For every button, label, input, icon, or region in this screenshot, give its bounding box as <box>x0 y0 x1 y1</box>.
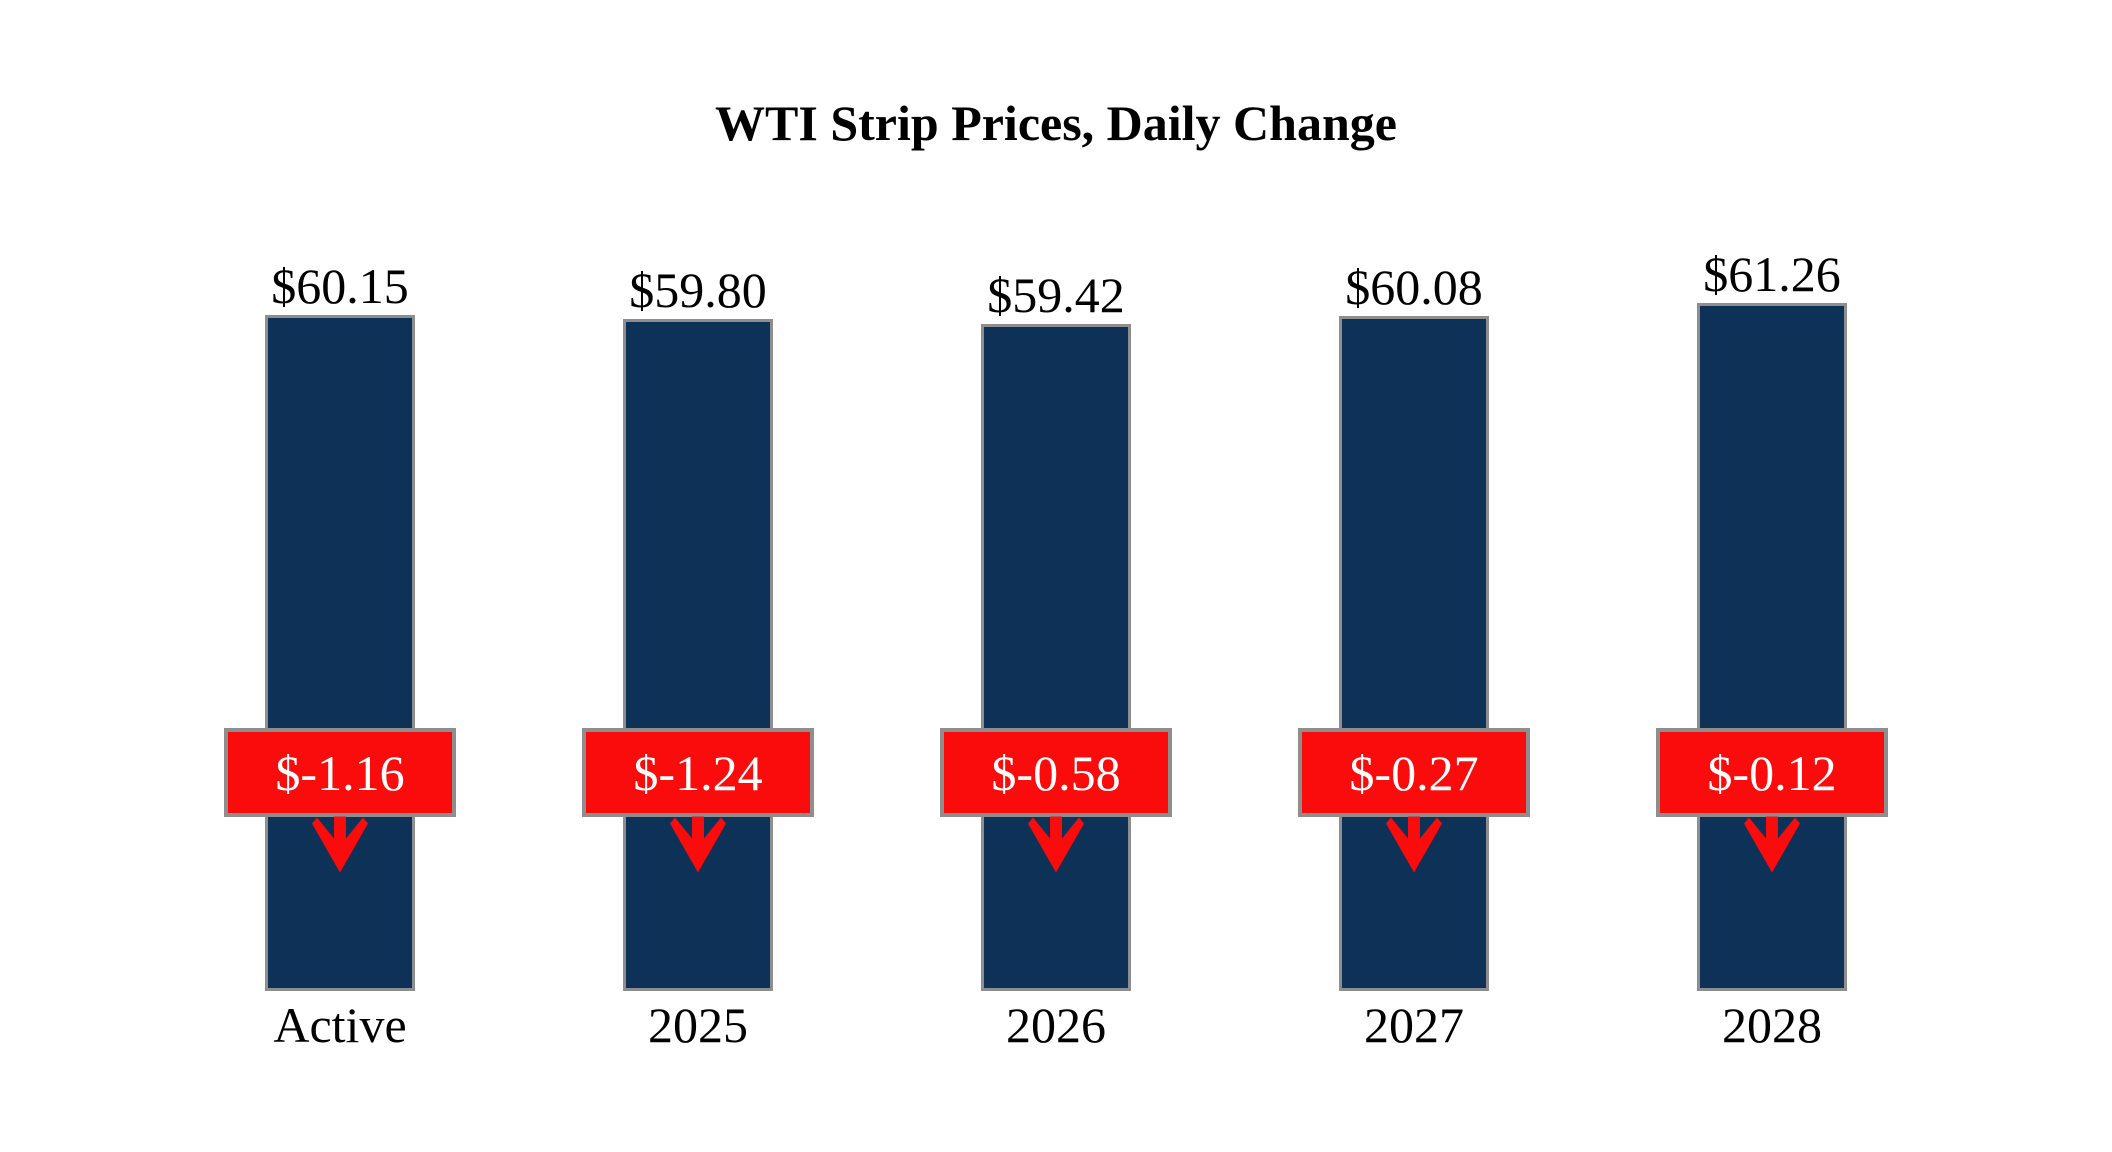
down-arrow-icon <box>1028 816 1084 873</box>
daily-change-value: $-0.12 <box>1707 744 1837 801</box>
bar-column-2026: $59.42 $-0.58 2026 <box>940 0 1172 1152</box>
daily-change-badge: $-0.58 <box>940 728 1172 817</box>
price-bar: $60.08 <box>1339 262 1489 991</box>
price-label: $59.80 <box>629 262 767 318</box>
bar-column-2028: $61.26 $-0.12 2028 <box>1656 0 1888 1152</box>
chart-title: WTI Strip Prices, Daily Change <box>715 95 1397 151</box>
daily-change-value: $-0.58 <box>991 744 1121 801</box>
category-label: 2028 <box>1722 997 1822 1053</box>
bar-column-active: $60.15 $-1.16 Active <box>224 0 456 1152</box>
daily-change-badge: $-1.24 <box>582 728 814 817</box>
daily-change-badge: $-1.16 <box>224 728 456 817</box>
daily-change-value: $-0.27 <box>1349 744 1479 801</box>
down-arrow-icon <box>312 816 368 873</box>
price-label: $59.42 <box>987 267 1125 323</box>
bar-column-2025: $59.80 $-1.24 2025 <box>582 0 814 1152</box>
down-arrow-icon <box>670 816 726 873</box>
price-bar: $61.26 <box>1697 249 1847 991</box>
daily-change-value: $-1.16 <box>275 744 405 801</box>
price-label: $60.08 <box>1345 259 1483 315</box>
category-label: 2026 <box>1006 997 1106 1053</box>
category-label: Active <box>273 997 407 1053</box>
price-bar: $60.15 <box>265 261 415 991</box>
daily-change-badge: $-0.27 <box>1298 728 1530 817</box>
daily-change-badge: $-0.12 <box>1656 728 1888 817</box>
category-label: 2025 <box>648 997 748 1053</box>
price-bar: $59.80 <box>623 265 773 991</box>
price-label: $61.26 <box>1703 246 1841 302</box>
bar-column-2027: $60.08 $-0.27 2027 <box>1298 0 1530 1152</box>
down-arrow-icon <box>1386 816 1442 873</box>
down-arrow-icon <box>1744 816 1800 873</box>
daily-change-value: $-1.24 <box>633 744 763 801</box>
category-label: 2027 <box>1364 997 1464 1053</box>
price-bar: $59.42 <box>981 270 1131 991</box>
price-label: $60.15 <box>271 258 409 314</box>
